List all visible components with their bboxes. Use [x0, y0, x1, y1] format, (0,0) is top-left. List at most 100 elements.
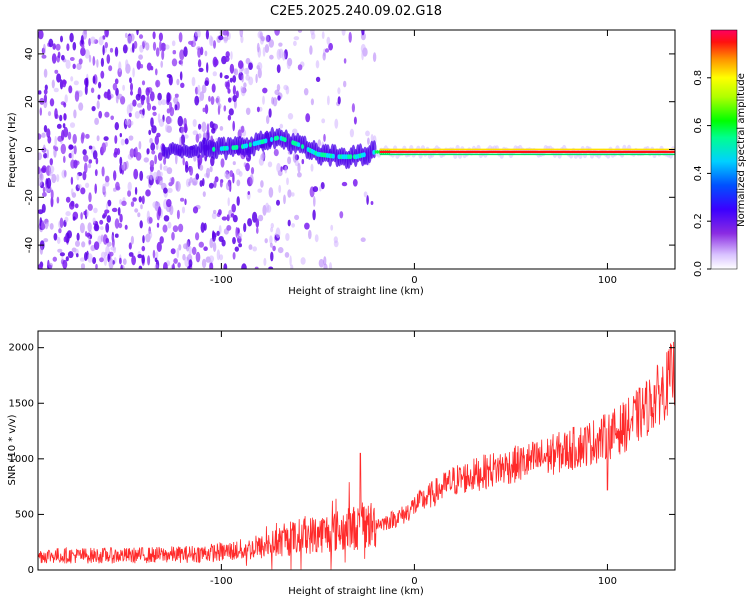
spectrogram-cell	[147, 230, 153, 240]
spectrogram-cell	[266, 204, 272, 213]
spectrogram-cell	[76, 232, 80, 241]
spectrogram-cell	[343, 58, 347, 64]
spectrogram-cell	[287, 113, 294, 120]
spectrogram-cell	[163, 262, 168, 269]
spectrogram-cell	[149, 137, 153, 144]
spectrogram-cell	[197, 30, 201, 38]
spectrogram-cell	[47, 111, 52, 117]
spectrogram-cell	[202, 107, 206, 113]
spectrogram-cell	[239, 30, 244, 38]
spectrogram-track-point	[225, 145, 229, 151]
spectrogram-cell	[184, 198, 187, 206]
spectrogram-cell	[114, 135, 118, 144]
snr-x-tick-label: -100	[210, 576, 233, 587]
spectrogram-cell	[128, 135, 134, 141]
spectrogram-cell	[80, 134, 85, 144]
spectrogram-cell	[252, 246, 257, 252]
chart-title: C2E5.2025.240.09.02.G18	[270, 4, 442, 19]
spectrogram-cell	[134, 146, 138, 158]
spectrogram-cell	[287, 219, 291, 227]
spectrogram-cell	[38, 90, 42, 95]
spectrogram-cell	[276, 84, 281, 92]
spectrogram-cell	[220, 158, 225, 168]
spectrogram-cell	[38, 133, 42, 140]
spectrogram-cell	[232, 252, 236, 260]
spectrogram-cell	[227, 114, 232, 121]
spectrogram-cell	[49, 158, 53, 166]
spectrogram-cell	[311, 32, 316, 40]
spectrogram-track-halo	[606, 151, 611, 159]
spectrogram-cell	[62, 79, 67, 88]
spectrogram-cell	[197, 47, 202, 58]
spectrogram-cell	[48, 165, 55, 174]
spectrogram-cell	[321, 118, 326, 124]
spectrogram-cell	[225, 51, 230, 58]
spectrogram-cell	[60, 35, 63, 43]
spectrogram-cell	[132, 197, 137, 202]
spectrogram-cell	[94, 117, 99, 125]
spectrogram-cell	[149, 91, 155, 102]
spectrogram-cell	[192, 130, 198, 136]
spectrogram-cell	[133, 40, 138, 49]
spectrogram-cell	[337, 87, 341, 95]
snr-y-tick-label: 1000	[9, 454, 34, 465]
spectrogram-cell	[270, 222, 274, 229]
spectrogram-cell	[297, 30, 303, 33]
spectrogram-cell	[146, 95, 150, 105]
spectrogram-cell	[63, 126, 69, 138]
spectrogram-cell	[226, 30, 229, 37]
spectrogram-cell	[210, 36, 214, 47]
spectrogram-cell	[274, 30, 280, 36]
spectrogram-cell	[164, 44, 170, 50]
spectrogram-cell	[273, 149, 279, 157]
spectrogram-cell	[334, 118, 339, 129]
spectrogram-cell	[249, 174, 254, 185]
spectrogram-cell	[228, 108, 234, 116]
spectrogram-cell	[107, 199, 112, 207]
snr-y-tick-label: 2000	[9, 343, 34, 354]
spectrogram-cell	[198, 67, 204, 73]
spectrogram-cell	[135, 93, 141, 101]
spectrogram-cell	[256, 42, 260, 53]
spectrogram-cell	[198, 123, 202, 130]
spectrogram-cell	[317, 139, 321, 147]
spectrogram-cell	[150, 117, 154, 128]
spectrogram-cell	[95, 157, 99, 165]
spectrogram-cell	[150, 142, 156, 151]
spectrogram-cell	[204, 50, 208, 57]
spectrogram-cell	[121, 200, 127, 206]
spectrogram-cell	[169, 204, 174, 216]
spectrogram-cell	[310, 98, 314, 106]
spectrogram-cell	[263, 257, 267, 266]
spectrogram-cell	[204, 104, 209, 115]
spectrogram-cell	[72, 63, 76, 69]
spectrogram-cell	[292, 152, 297, 163]
spectrogram-cell	[176, 78, 180, 86]
spectrogram-cell	[145, 87, 150, 96]
spectrogram-cell	[129, 148, 135, 158]
spectrogram-cell	[146, 62, 152, 71]
spectrogram-cell	[99, 219, 104, 225]
spectrogram-cell	[287, 189, 292, 198]
spectrogram-cell	[103, 91, 109, 99]
spectrogram-cell	[78, 102, 84, 111]
spectrogram-cell	[117, 207, 121, 216]
spectrogram-cell	[82, 149, 87, 156]
spectrogram-cell	[141, 40, 147, 46]
colorbar-ticks: 0.0 0.2 0.4 0.6 0.8	[693, 70, 711, 277]
spectrogram-cell	[178, 244, 182, 251]
spectrogram-cell	[96, 135, 100, 142]
spectrogram-cell	[232, 120, 235, 132]
spectrogram-cell	[134, 111, 140, 119]
spectrogram-cell	[115, 87, 119, 96]
spectrogram-cell	[158, 175, 163, 186]
spectrogram-cell	[142, 235, 145, 244]
spectrogram-cell	[68, 85, 73, 94]
spectrogram-cell	[56, 174, 60, 183]
spectrogram-cell	[245, 57, 251, 65]
spectrogram-cell	[300, 257, 306, 265]
spectrogram-cell	[330, 224, 334, 231]
spectrogram-track-point	[248, 142, 252, 148]
spectrogram-cell	[84, 78, 89, 86]
